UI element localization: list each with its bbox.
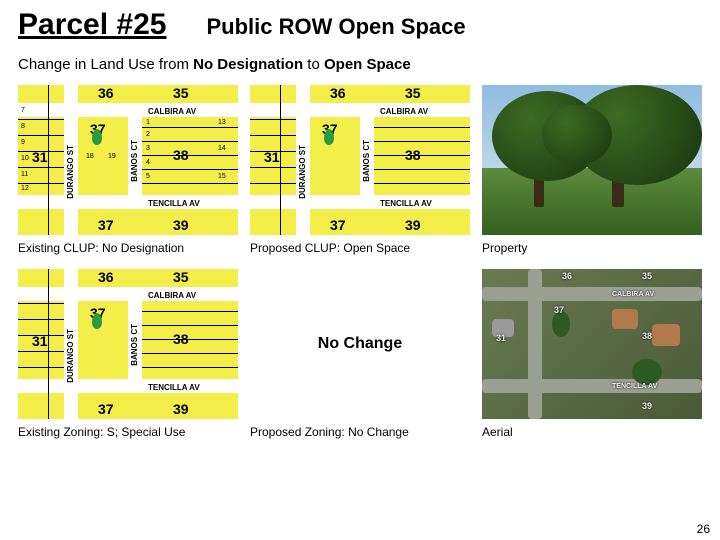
aerial-block-38: 38 [642,331,652,341]
street-banos: BANOS CT [130,324,139,366]
parcel-map: CALBIRA AV TENCILLA AV DURANGO ST BANOS … [18,85,238,235]
lot: 7 [21,107,25,114]
lot: 14 [218,145,226,152]
aerial-block-35: 35 [642,271,652,281]
parcel-map: CALBIRA AV TENCILLA AV DURANGO ST BANOS … [250,85,470,235]
caption-proposed-clup: Proposed CLUP: Open Space [250,239,470,265]
aerial-block-31: 31 [496,333,506,343]
street-calbira: CALBIRA AV [148,291,196,300]
street-banos: BANOS CT [362,140,371,182]
lot: 3 [146,145,150,152]
panel-existing-clup: CALBIRA AV TENCILLA AV DURANGO ST BANOS … [18,85,238,235]
block-37b: 37 [98,217,114,233]
change-from: No Designation [193,56,303,73]
parcel-marker-icon [92,313,102,329]
aerial-calbira: CALBIRA AV [612,291,654,298]
lot: 15 [218,173,226,180]
panel-proposed-zoning: No Change [250,269,470,419]
lot: 4 [146,159,150,166]
block-37b: 37 [330,217,346,233]
aerial-block-39: 39 [642,401,652,411]
page-subtitle: Public ROW Open Space [206,14,465,40]
street-banos: BANOS CT [130,140,139,182]
lot: 5 [146,173,150,180]
lot: 19 [108,153,116,160]
change-description: Change in Land Use from No Designation t… [0,46,720,79]
street-durango: DURANGO ST [66,329,75,383]
aerial-photo: 36 35 31 37 38 39 CALBIRA AV TENCILLA AV [482,269,702,419]
aerial-block-37: 37 [554,305,564,315]
change-mid: to [303,56,324,73]
property-photo [482,85,702,235]
block-35: 35 [173,269,189,285]
lot: 13 [218,119,226,126]
block-36: 36 [330,85,346,101]
block-35: 35 [405,85,421,101]
street-durango: DURANGO ST [298,145,307,199]
caption-existing-zoning: Existing Zoning: S; Special Use [18,423,238,449]
lot: 9 [21,139,25,146]
panel-grid: CALBIRA AV TENCILLA AV DURANGO ST BANOS … [0,79,720,449]
lot: 1 [146,119,150,126]
caption-proposed-zoning: Proposed Zoning: No Change [250,423,470,449]
panel-aerial: 36 35 31 37 38 39 CALBIRA AV TENCILLA AV [482,269,702,419]
lot: 10 [21,155,29,162]
lot: 2 [146,131,150,138]
parcel-title: Parcel #25 [18,8,166,42]
caption-aerial: Aerial [482,423,702,449]
parcel-marker-icon [324,129,334,145]
aerial-tencilla: TENCILLA AV [612,383,657,390]
aerial-block-36: 36 [562,271,572,281]
no-change-label: No Change [318,335,402,353]
change-prefix: Change in Land Use from [18,56,193,73]
block-39: 39 [405,217,421,233]
block-36: 36 [98,269,114,285]
street-tencilla: TENCILLA AV [148,199,200,208]
panel-existing-zoning: CALBIRA AV TENCILLA AV DURANGO ST BANOS … [18,269,238,419]
lot: 11 [21,171,28,178]
street-tencilla: TENCILLA AV [148,383,200,392]
lot: 12 [21,185,29,192]
lot: 8 [21,123,25,130]
block-39: 39 [173,217,189,233]
block-39: 39 [173,401,189,417]
street-calbira: CALBIRA AV [148,107,196,116]
parcel-marker-icon [92,129,102,145]
lot: 18 [86,153,94,160]
street-tencilla: TENCILLA AV [380,199,432,208]
caption-property: Property [482,239,702,265]
block-36: 36 [98,85,114,101]
street-calbira: CALBIRA AV [380,107,428,116]
block-35: 35 [173,85,189,101]
page-number: 26 [697,522,710,536]
caption-existing-clup: Existing CLUP: No Designation [18,239,238,265]
street-durango: DURANGO ST [66,145,75,199]
parcel-map: CALBIRA AV TENCILLA AV DURANGO ST BANOS … [18,269,238,419]
change-to: Open Space [324,56,411,73]
panel-proposed-clup: CALBIRA AV TENCILLA AV DURANGO ST BANOS … [250,85,470,235]
panel-property-photo [482,85,702,235]
block-37b: 37 [98,401,114,417]
